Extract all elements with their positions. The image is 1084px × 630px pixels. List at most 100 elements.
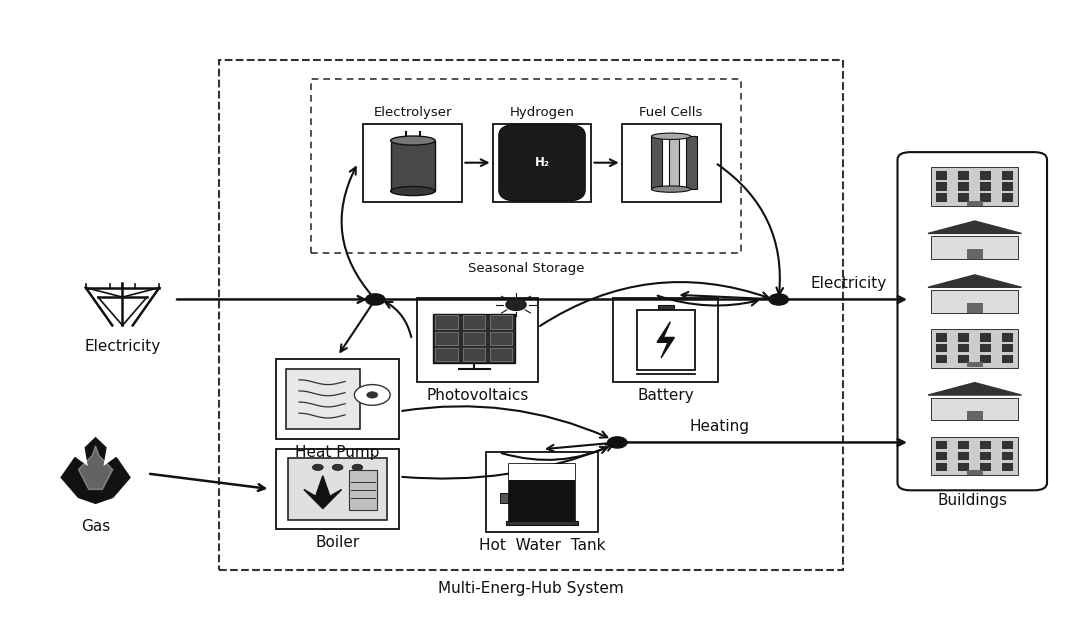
FancyBboxPatch shape	[499, 124, 585, 201]
Bar	[967, 362, 982, 367]
Bar	[506, 521, 578, 525]
FancyBboxPatch shape	[898, 152, 1047, 490]
Bar	[390, 140, 435, 191]
Bar	[931, 329, 1018, 367]
Polygon shape	[928, 221, 1021, 234]
Bar	[417, 298, 538, 382]
Bar	[958, 193, 969, 202]
Bar	[980, 462, 992, 471]
Bar	[937, 452, 947, 460]
Text: Heat Pump: Heat Pump	[295, 445, 379, 460]
Bar	[1002, 333, 1014, 341]
Bar	[980, 441, 992, 449]
Text: Battery: Battery	[637, 388, 694, 403]
Bar	[636, 310, 695, 370]
Bar	[937, 333, 947, 341]
Bar	[1002, 452, 1014, 460]
Text: Boiler: Boiler	[315, 535, 360, 550]
Bar	[937, 182, 947, 191]
Bar	[958, 333, 969, 341]
Bar	[1002, 171, 1014, 180]
Text: Seasonal Storage: Seasonal Storage	[467, 262, 584, 275]
Text: H₂: H₂	[534, 156, 550, 169]
Bar	[490, 348, 513, 361]
Text: Gas: Gas	[81, 519, 111, 534]
Ellipse shape	[390, 136, 435, 145]
Bar	[1002, 344, 1014, 352]
Bar	[931, 167, 1018, 206]
Polygon shape	[928, 382, 1021, 395]
Bar	[980, 333, 992, 341]
Bar	[436, 315, 457, 329]
Bar	[937, 355, 947, 364]
Polygon shape	[928, 275, 1021, 287]
Bar	[1002, 182, 1014, 191]
Bar	[509, 464, 575, 479]
Circle shape	[354, 384, 390, 405]
Bar	[958, 452, 969, 460]
Bar	[931, 398, 1018, 420]
Bar	[686, 136, 697, 189]
Bar	[980, 344, 992, 352]
Text: Electrolyser: Electrolyser	[374, 106, 452, 119]
Text: Multi-Energ-Hub System: Multi-Energ-Hub System	[438, 581, 624, 596]
Text: Fuel Cells: Fuel Cells	[640, 106, 702, 119]
Bar	[937, 344, 947, 352]
Bar	[612, 298, 719, 382]
Bar	[490, 331, 513, 345]
Bar	[967, 249, 982, 259]
Bar	[980, 355, 992, 364]
Bar	[621, 124, 721, 202]
Bar	[509, 464, 575, 521]
Bar	[967, 411, 982, 420]
Bar	[463, 348, 485, 361]
Polygon shape	[61, 438, 130, 503]
Bar	[958, 355, 969, 364]
Circle shape	[333, 464, 343, 471]
Bar	[958, 171, 969, 180]
Text: Heating: Heating	[689, 420, 749, 435]
Bar	[1002, 441, 1014, 449]
Bar	[980, 452, 992, 460]
Ellipse shape	[651, 133, 691, 139]
Bar	[275, 359, 400, 438]
Bar	[980, 171, 992, 180]
Bar	[288, 458, 387, 520]
Bar	[937, 441, 947, 449]
Bar	[937, 193, 947, 202]
Bar	[931, 236, 1018, 259]
Bar	[433, 314, 515, 362]
Circle shape	[769, 294, 788, 305]
Bar	[486, 452, 598, 532]
Bar	[958, 462, 969, 471]
Text: Electricity: Electricity	[85, 338, 160, 353]
Bar	[958, 182, 969, 191]
Bar	[980, 193, 992, 202]
Bar	[931, 437, 1018, 475]
Polygon shape	[78, 445, 113, 490]
Bar	[651, 136, 662, 189]
Bar	[436, 331, 457, 345]
Bar	[937, 462, 947, 471]
Bar	[286, 369, 360, 429]
Bar	[967, 470, 982, 475]
Bar	[463, 315, 485, 329]
Bar	[937, 171, 947, 180]
Circle shape	[608, 437, 627, 448]
Bar	[436, 348, 457, 361]
Bar	[349, 470, 377, 510]
Circle shape	[312, 464, 323, 471]
Bar	[958, 344, 969, 352]
Bar	[1002, 193, 1014, 202]
Bar	[958, 441, 969, 449]
Text: Photovoltaics: Photovoltaics	[426, 388, 529, 403]
Ellipse shape	[651, 186, 691, 192]
Text: Buildings: Buildings	[938, 493, 1007, 508]
Polygon shape	[304, 476, 341, 508]
Bar	[492, 124, 592, 202]
Bar	[669, 136, 680, 189]
Text: Electricity: Electricity	[811, 277, 887, 292]
Bar	[500, 493, 508, 503]
Circle shape	[352, 464, 363, 471]
Bar	[1002, 355, 1014, 364]
